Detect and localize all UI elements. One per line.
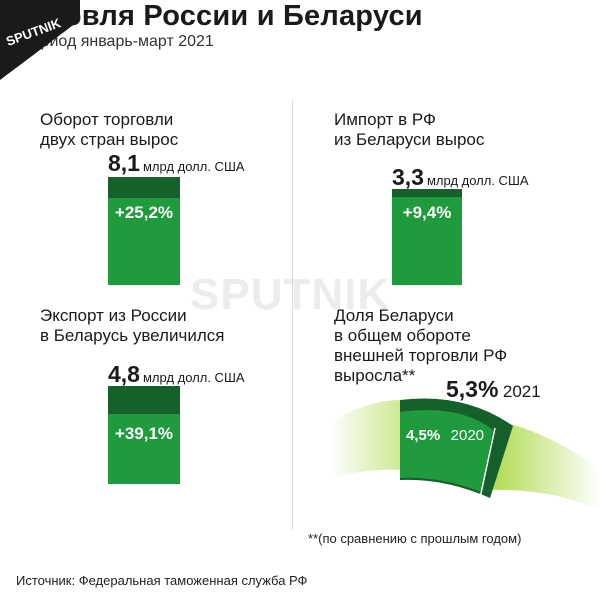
export-growth: +39,1% (114, 424, 174, 443)
arc-fade-left (330, 400, 400, 478)
import-growth: +9,4% (402, 203, 452, 222)
turnover-heading-line: Оборот торговли (40, 110, 174, 129)
share-2021-value: 5,3% (446, 376, 499, 402)
share-2021-year: 2021 (502, 382, 541, 401)
source-note: Источник: Федеральная таможенная служба … (16, 573, 308, 588)
share-2021-label: 5,3% 2021 (446, 376, 541, 403)
import-value: 3,3 млрд долл. США (392, 164, 529, 191)
import-amount: 3,3 (392, 164, 424, 190)
export-value: 4,8 млрд долл. США (108, 361, 245, 388)
import-heading: Импорт в РФ из Беларуси вырос (334, 110, 484, 150)
turnover-bar-prev (108, 177, 180, 198)
export-bar-prev (108, 386, 180, 414)
export-bar: +39,1% (108, 386, 180, 484)
export-heading-line: в Беларусь увеличился (40, 326, 225, 345)
share-2020-label: 4,5% 2020 (406, 427, 484, 445)
turnover-heading: Оборот торговли двух стран вырос (40, 110, 178, 150)
sputnik-logo: SPUTNIK (0, 0, 80, 80)
share-heading: Доля Беларуси в общем обороте внешней то… (334, 306, 507, 386)
turnover-amount: 8,1 (108, 150, 140, 176)
page-title: Торговля России и Беларуси (0, 0, 423, 32)
page-subtitle: За период январь-март 2021 (0, 33, 214, 50)
import-bar-prev (392, 189, 462, 197)
turnover-bar: +25,2% (108, 177, 180, 285)
turnover-heading-line: двух стран вырос (40, 130, 179, 149)
import-bar: +9,4% (392, 189, 462, 285)
share-heading-line: выросла** (334, 366, 416, 385)
export-heading-line: Экспорт из России (40, 306, 187, 325)
share-arc-chart (330, 398, 600, 510)
column-divider (292, 100, 293, 530)
share-2020-value: 4,5% (406, 427, 441, 444)
arc-segment-2020 (400, 410, 493, 492)
watermark: SPUTNIK (190, 270, 391, 319)
import-heading-line: Импорт в РФ (334, 110, 436, 129)
export-heading: Экспорт из России в Беларусь увеличился (40, 306, 224, 346)
share-heading-line: внешней торговли РФ (334, 346, 508, 365)
share-heading-line: Доля Беларуси (334, 306, 454, 325)
turnover-value: 8,1 млрд долл. США (108, 150, 245, 177)
arc-fade-right (490, 420, 600, 510)
arc-divider (479, 427, 496, 499)
share-2020-year: 2020 (450, 427, 485, 444)
export-unit: млрд долл. США (142, 370, 245, 385)
turnover-unit: млрд долл. США (142, 159, 245, 174)
import-heading-line: из Беларуси вырос (334, 130, 485, 149)
footnote: **(по сравнению с прошлым годом) (308, 531, 522, 546)
import-unit: млрд долл. США (426, 173, 529, 188)
export-amount: 4,8 (108, 361, 140, 387)
turnover-growth: +25,2% (114, 203, 174, 222)
share-heading-line: в общем обороте (334, 326, 471, 345)
